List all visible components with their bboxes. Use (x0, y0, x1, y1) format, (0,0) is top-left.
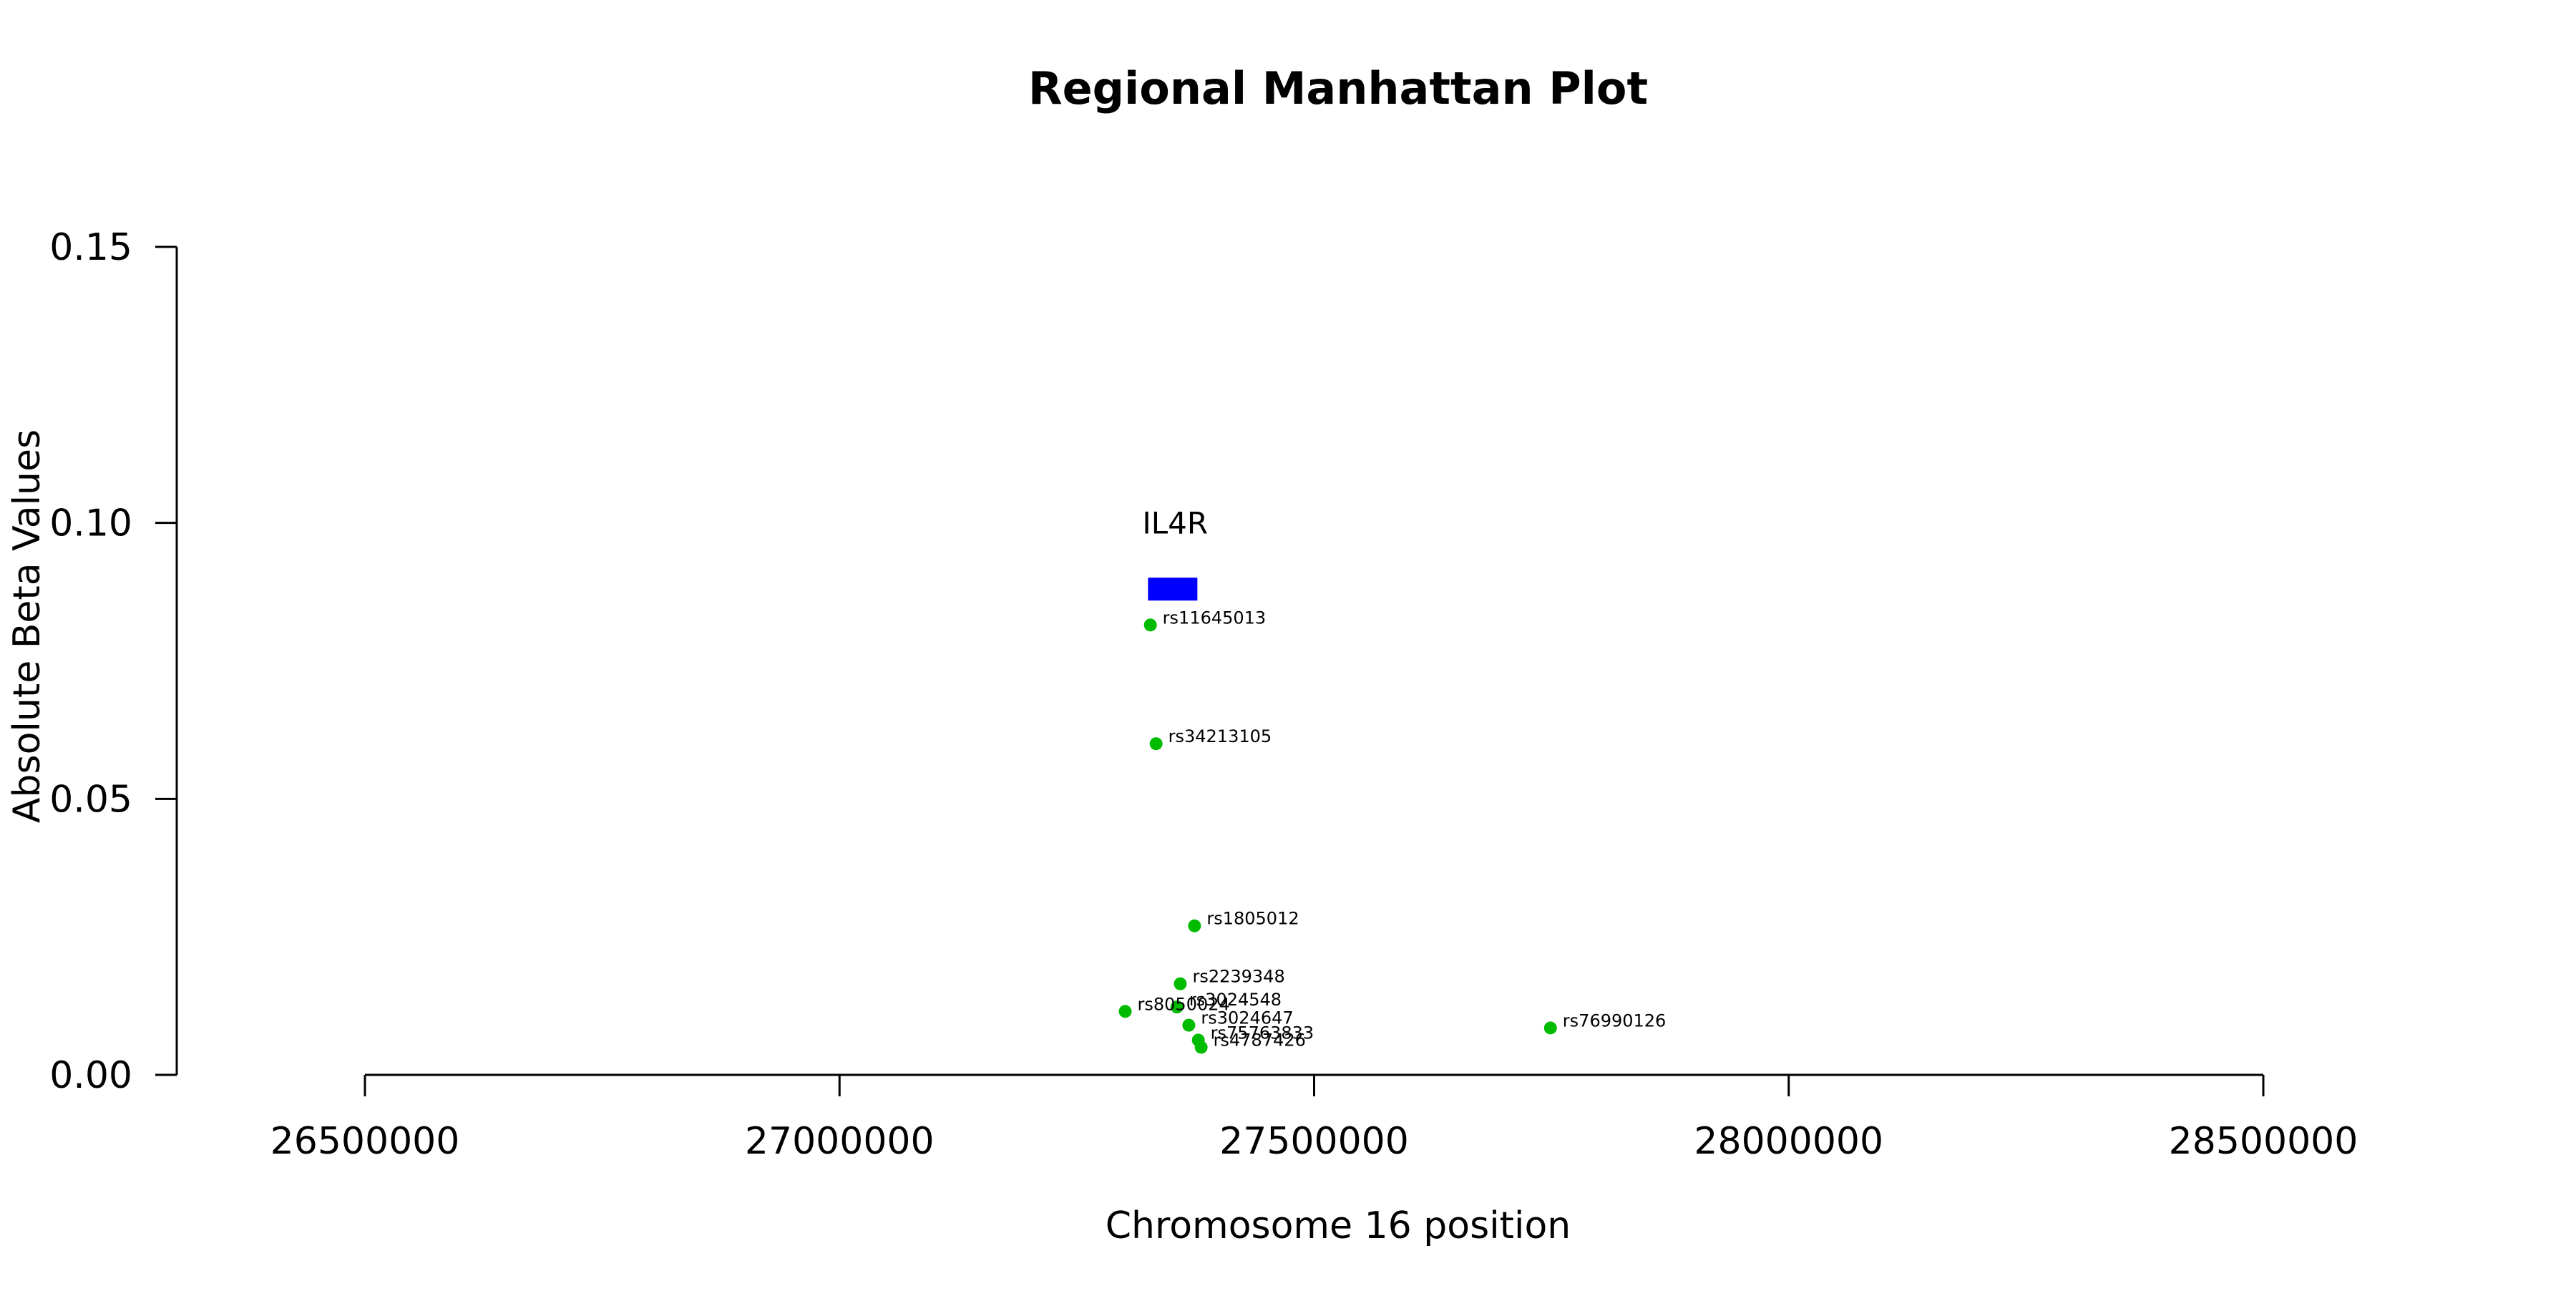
gene-bar-il4r (1148, 578, 1198, 601)
snp-point (1543, 1021, 1557, 1035)
snp-label: rs2239348 (1192, 967, 1284, 987)
snp-point (1170, 1000, 1184, 1014)
snp-point (1174, 977, 1187, 990)
gene-label: IL4R (1142, 506, 1208, 541)
snp-label: rs34213105 (1169, 726, 1272, 746)
snp-point (1182, 1018, 1196, 1032)
chart-title: Regional Manhattan Plot (1028, 62, 1648, 115)
snp-point (1118, 1005, 1132, 1018)
snp-point (1188, 919, 1201, 932)
snp-label: rs11645013 (1163, 608, 1267, 628)
y-tick-label: 0.10 (49, 502, 132, 545)
gene-track: IL4R (1142, 506, 1208, 601)
axes: 0.00 0.05 0.10 0.15 26500000 27000000 27500000… (49, 226, 2358, 1163)
snp-label: rs3024548 (1189, 990, 1282, 1010)
snp-point (1194, 1041, 1208, 1054)
x-tick-label: 28000000 (1694, 1120, 1883, 1163)
snp-point (1149, 737, 1163, 751)
x-tick-label: 27500000 (1219, 1120, 1409, 1163)
snp-label: rs75763833 (1211, 1023, 1314, 1043)
snp-label: rs76990126 (1563, 1010, 1667, 1031)
y-tick-label: 0.00 (49, 1054, 132, 1097)
y-tick-label: 0.05 (49, 778, 132, 821)
x-axis-label: Chromosome 16 position (1106, 1204, 1571, 1247)
snp-label: rs1805012 (1206, 909, 1299, 929)
snp-label: rs8050024 (1138, 994, 1230, 1014)
y-tick-label: 0.15 (49, 226, 132, 269)
snp-label: rs3024647 (1201, 1008, 1293, 1028)
x-tick-label: 28500000 (2169, 1120, 2358, 1163)
x-tick-label: 26500000 (270, 1120, 460, 1163)
snp-points: rs11645013 rs34213105 rs1805012 rs2239348 rs… (1118, 608, 1667, 1054)
snp-label: rs4787426 (1214, 1030, 1306, 1050)
x-tick-label: 27000000 (745, 1120, 935, 1163)
snp-point (1143, 618, 1157, 632)
y-axis-label: Absolute Beta Values (6, 429, 49, 823)
